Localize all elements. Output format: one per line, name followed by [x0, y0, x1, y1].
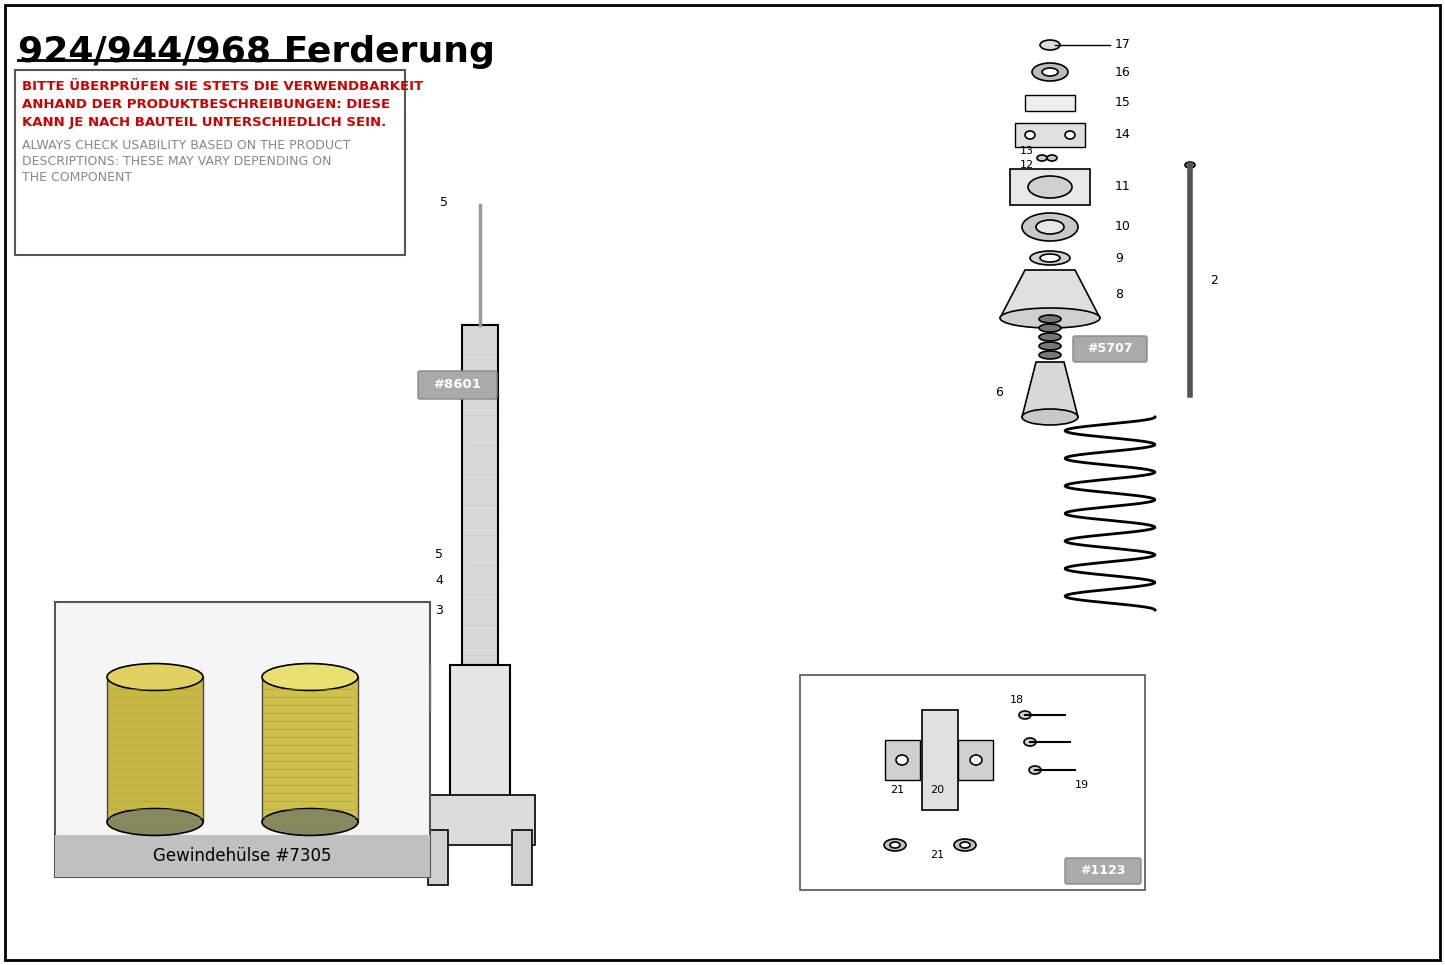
Text: 11: 11: [1116, 180, 1131, 194]
Text: #8601: #8601: [434, 378, 481, 392]
Ellipse shape: [1039, 351, 1061, 359]
Ellipse shape: [1065, 131, 1075, 139]
Polygon shape: [1000, 270, 1100, 318]
Text: 8: 8: [1116, 289, 1123, 301]
Ellipse shape: [1022, 213, 1078, 241]
Ellipse shape: [1025, 738, 1036, 746]
Bar: [449, 665, 510, 810]
Bar: [14, 70, 405, 255]
Ellipse shape: [107, 809, 202, 836]
Ellipse shape: [1036, 220, 1064, 234]
Ellipse shape: [890, 842, 900, 848]
Ellipse shape: [954, 839, 975, 851]
Text: 924/944/968 Ferderung: 924/944/968 Ferderung: [17, 35, 494, 69]
Bar: [425, 795, 535, 845]
Bar: [107, 677, 202, 822]
Text: 21: 21: [890, 785, 905, 795]
Bar: [428, 830, 448, 885]
Bar: [884, 740, 920, 780]
Ellipse shape: [1042, 68, 1058, 76]
Ellipse shape: [1027, 176, 1072, 198]
Text: 17: 17: [1116, 39, 1131, 51]
Bar: [801, 675, 1144, 890]
Text: 2: 2: [1209, 273, 1218, 287]
Text: 21: 21: [931, 850, 944, 860]
Polygon shape: [1022, 362, 1078, 417]
Bar: [55, 835, 431, 877]
Text: #1123: #1123: [1081, 865, 1126, 877]
Text: 20: 20: [931, 785, 944, 795]
Text: 15: 15: [1116, 96, 1131, 109]
Text: DESCRIPTIONS: THESE MAY VARY DEPENDING ON: DESCRIPTIONS: THESE MAY VARY DEPENDING O…: [22, 155, 331, 168]
Bar: [1014, 123, 1085, 147]
Text: 14: 14: [1116, 128, 1131, 142]
Text: 3: 3: [435, 603, 442, 617]
Text: ANHAND DER PRODUKTBESCHREIBUNGEN: DIESE: ANHAND DER PRODUKTBESCHREIBUNGEN: DIESE: [22, 98, 390, 111]
Ellipse shape: [1025, 131, 1035, 139]
Ellipse shape: [884, 839, 906, 851]
Text: BITTE ÜBERPRÜFEN SIE STETS DIE VERWENDBARKEIT: BITTE ÜBERPRÜFEN SIE STETS DIE VERWENDBA…: [22, 80, 423, 93]
Text: 9: 9: [1116, 252, 1123, 264]
FancyBboxPatch shape: [1074, 336, 1147, 362]
Ellipse shape: [1032, 63, 1068, 81]
Bar: [262, 677, 358, 822]
Text: 10: 10: [1116, 220, 1131, 234]
Ellipse shape: [1185, 162, 1195, 168]
Ellipse shape: [1019, 711, 1030, 719]
Bar: [922, 710, 958, 810]
Ellipse shape: [1039, 333, 1061, 341]
Text: 12: 12: [1020, 160, 1035, 170]
Bar: [1025, 95, 1075, 111]
Ellipse shape: [959, 842, 970, 848]
Ellipse shape: [1038, 155, 1048, 161]
Ellipse shape: [1039, 342, 1061, 350]
Ellipse shape: [1030, 251, 1069, 265]
Text: ALWAYS CHECK USABILITY BASED ON THE PRODUCT: ALWAYS CHECK USABILITY BASED ON THE PROD…: [22, 139, 351, 152]
Bar: [958, 740, 993, 780]
Ellipse shape: [1000, 308, 1100, 328]
Text: Gewindehülse #7305: Gewindehülse #7305: [153, 847, 332, 865]
Bar: [55, 602, 431, 877]
Text: 19: 19: [1075, 780, 1090, 790]
Bar: [512, 830, 532, 885]
Ellipse shape: [970, 755, 983, 765]
FancyBboxPatch shape: [418, 371, 497, 399]
Text: THE COMPONENT: THE COMPONENT: [22, 171, 131, 184]
Ellipse shape: [1022, 409, 1078, 425]
Text: 13: 13: [1020, 146, 1035, 156]
Text: 18: 18: [1010, 695, 1025, 705]
Bar: [1010, 169, 1090, 205]
Ellipse shape: [1039, 324, 1061, 332]
Ellipse shape: [896, 755, 907, 765]
Text: 6: 6: [996, 385, 1003, 399]
Ellipse shape: [262, 664, 358, 690]
Bar: [462, 325, 499, 665]
Text: KANN JE NACH BAUTEIL UNTERSCHIEDLICH SEIN.: KANN JE NACH BAUTEIL UNTERSCHIEDLICH SEI…: [22, 116, 386, 129]
Ellipse shape: [1040, 254, 1061, 262]
Text: 4: 4: [435, 573, 442, 587]
Ellipse shape: [107, 664, 202, 690]
Text: 5: 5: [439, 197, 448, 209]
Text: 16: 16: [1116, 66, 1131, 78]
Text: #5707: #5707: [1087, 343, 1133, 355]
Ellipse shape: [1029, 766, 1040, 774]
Ellipse shape: [262, 809, 358, 836]
Ellipse shape: [1048, 155, 1056, 161]
Ellipse shape: [1039, 315, 1061, 323]
FancyBboxPatch shape: [1065, 858, 1142, 884]
Text: 5: 5: [435, 548, 444, 562]
Ellipse shape: [1040, 40, 1061, 50]
